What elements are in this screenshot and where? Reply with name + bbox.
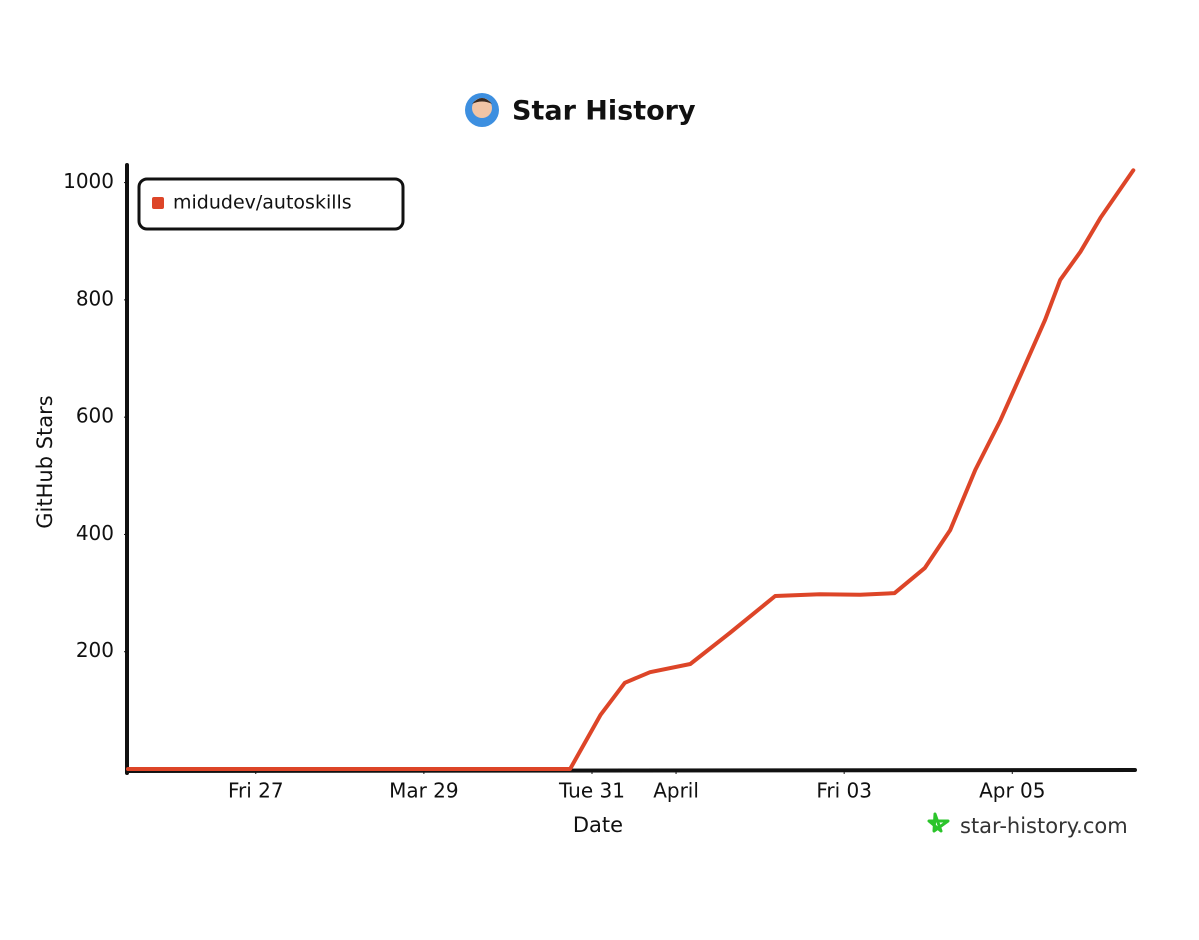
y-tick-label: 1000: [63, 169, 114, 193]
watermark-text: star-history.com: [960, 814, 1128, 838]
x-tick-label: Apr 05: [979, 779, 1045, 803]
legend: midudev/autoskills: [137, 177, 405, 231]
line-series: [126, 168, 1136, 771]
chart-title: Star History: [512, 96, 696, 127]
avatar: [465, 93, 499, 127]
legend-label: midudev/autoskills: [173, 192, 352, 214]
x-tick-label: Tue 31: [558, 779, 625, 803]
x-tick-label: April: [653, 779, 699, 803]
legend-box: [137, 177, 405, 231]
y-tick-label: 200: [76, 638, 114, 662]
x-axis-title: Date: [573, 813, 623, 837]
x-tick-label: Fri 27: [228, 779, 284, 803]
y-axis-title: GitHub Stars: [33, 395, 57, 528]
y-tick-label: 600: [76, 404, 114, 428]
legend-swatch: [152, 197, 164, 209]
x-tick-label: Mar 29: [389, 779, 459, 803]
y-tick-label: 800: [76, 286, 114, 310]
y-tick-label: 400: [76, 521, 114, 545]
x-tick-label: Fri 03: [816, 779, 872, 803]
watermark: star-history.com: [927, 812, 1128, 838]
